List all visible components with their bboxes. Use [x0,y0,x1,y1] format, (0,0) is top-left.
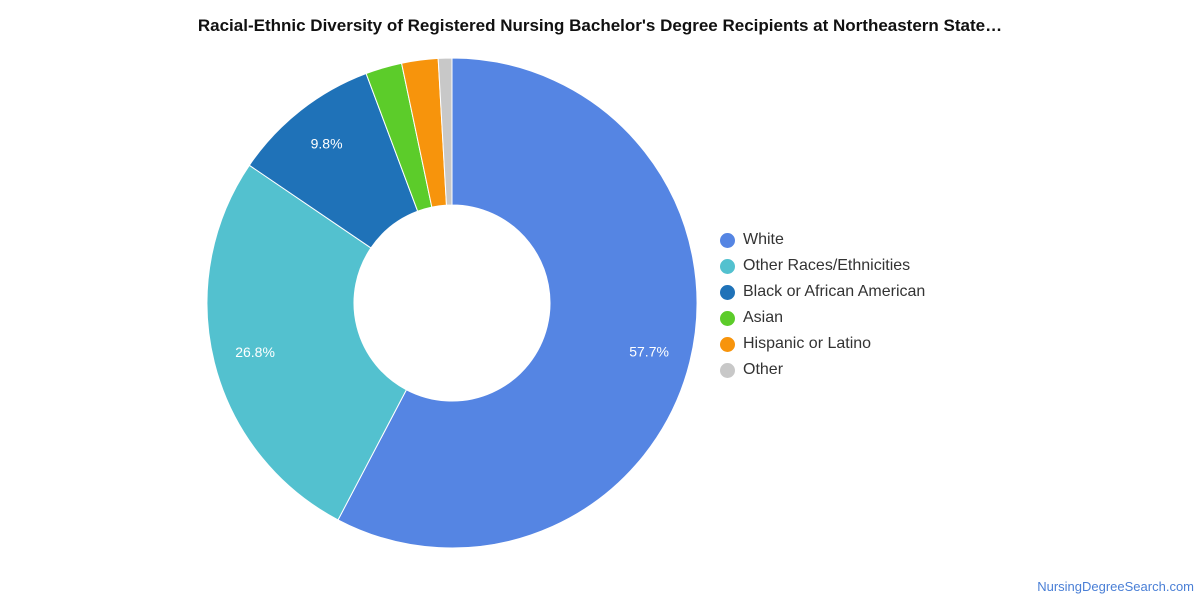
legend-swatch-icon [720,284,735,300]
chart-legend: White Other Races/Ethnicities Black or Afr… [720,227,925,383]
legend-item-black-or-african-american[interactable]: Black or African American [720,279,925,305]
legend-label: Black or African American [743,283,926,300]
legend-label: Other [743,361,784,378]
legend-label: Asian [743,309,784,326]
legend-label: Hispanic or Latino [743,335,872,352]
slice-other-races-ethnicities[interactable] [206,164,408,521]
legend-item-other[interactable]: Other [720,357,925,383]
legend-item-hispanic-or-latino[interactable]: Hispanic or Latino [720,331,925,357]
source-credit[interactable]: NursingDegreeSearch.com [1037,579,1194,594]
slice-label-white: 57.7% [629,344,669,360]
chart-title: Racial-Ethnic Diversity of Registered Nu… [197,16,1003,35]
legend-item-asian[interactable]: Asian [720,305,925,331]
slice-label-other-races-ethnicities: 26.8% [235,344,275,360]
slice-other[interactable] [437,57,453,206]
legend-swatch-icon [720,258,735,274]
legend-swatch-icon [720,336,735,352]
slice-label-black-or-african-american: 9.8% [311,135,343,151]
slice-white[interactable] [337,57,698,549]
legend-swatch-icon [720,310,735,326]
legend-label: White [743,231,784,248]
legend-swatch-icon [720,362,735,378]
legend-item-white[interactable]: White [720,227,925,253]
legend-item-other-races-ethnicities[interactable]: Other Races/Ethnicities [720,253,925,279]
legend-swatch-icon [720,232,735,248]
legend-label: Other Races/Ethnicities [743,257,911,274]
